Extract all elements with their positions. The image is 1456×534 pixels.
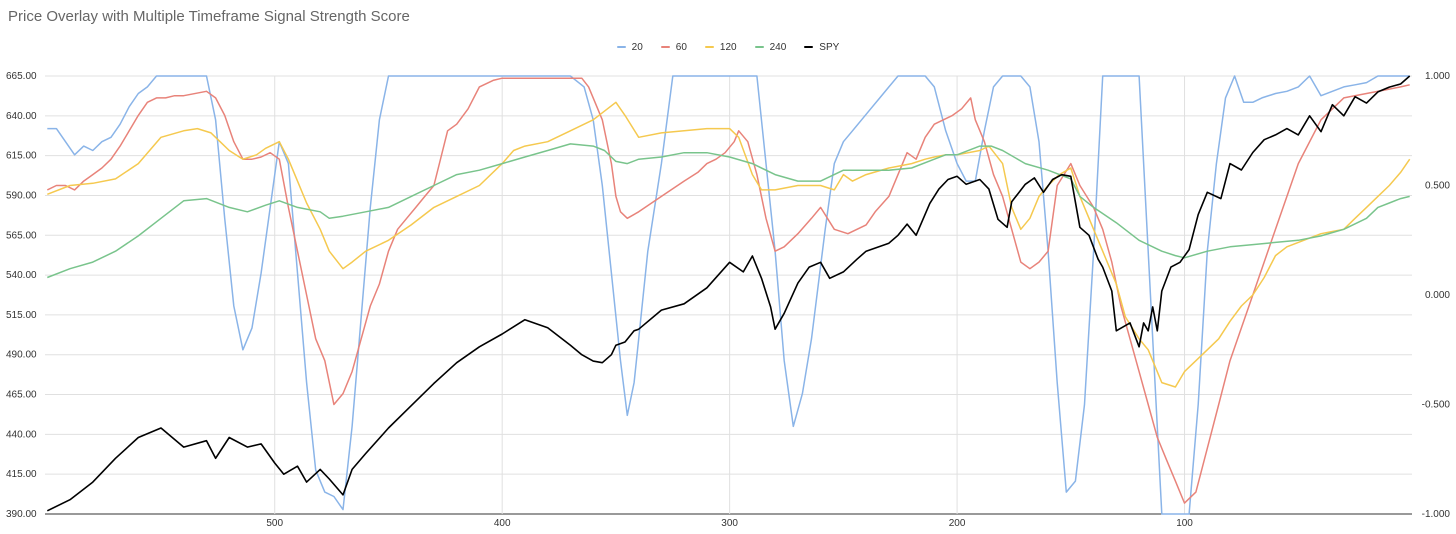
legend-item-60: 60 <box>660 42 687 53</box>
x-tick-label: 100 <box>1176 518 1193 529</box>
y-left-tick-label: 415.00 <box>6 469 37 480</box>
legend-swatch <box>804 46 814 49</box>
legend-label: SPY <box>819 42 840 53</box>
x-tick-label: 200 <box>949 518 966 529</box>
legend-label: 60 <box>675 42 687 53</box>
y-left-tick-label: 540.00 <box>6 270 37 281</box>
y-right-tick-label: -1.000 <box>1422 509 1451 520</box>
series-line-60 <box>46 77 1410 504</box>
y-right-tick-label: 0.500 <box>1425 181 1450 192</box>
legend-swatch <box>616 46 626 49</box>
legend-swatch <box>704 46 714 49</box>
y-right-tick-label: -0.500 <box>1422 400 1451 411</box>
legend-item-120: 120 <box>704 42 737 53</box>
y-left-tick-label: 440.00 <box>6 429 37 440</box>
y-left-tick-label: 640.00 <box>6 111 37 122</box>
y-left-tick-label: 390.00 <box>6 509 37 520</box>
series-line-20 <box>47 75 1410 515</box>
legend-swatch <box>754 46 764 49</box>
y-left-tick-label: 565.00 <box>6 230 37 241</box>
y-left-tick-label: 590.00 <box>6 190 37 201</box>
legend-item-20: 20 <box>616 42 643 53</box>
y-left-tick-label: 490.00 <box>6 350 37 361</box>
series-line-120 <box>47 101 1411 388</box>
y-right-tick-label: 0.000 <box>1425 290 1450 301</box>
series-line-240 <box>47 143 1410 279</box>
x-tick-label: 500 <box>266 518 283 529</box>
series-line-SPY <box>46 75 1411 512</box>
legend-item-240: 240 <box>754 42 787 53</box>
legend-swatch <box>660 46 670 49</box>
legend: 20 60 120 240 SPY <box>0 42 1456 53</box>
y-left-tick-label: 665.00 <box>6 71 37 82</box>
legend-item-SPY: SPY <box>804 42 839 53</box>
y-left-tick-label: 465.00 <box>6 390 37 401</box>
y-right-tick-label: 1.000 <box>1425 71 1450 82</box>
legend-label: 120 <box>719 42 737 53</box>
y-left-tick-label: 615.00 <box>6 151 37 162</box>
y-left-tick-label: 515.00 <box>6 310 37 321</box>
legend-label: 240 <box>769 42 787 53</box>
x-tick-label: 300 <box>721 518 738 529</box>
chart-title: Price Overlay with Multiple Timeframe Si… <box>8 8 410 25</box>
legend-label: 20 <box>631 42 643 53</box>
x-tick-label: 400 <box>494 518 511 529</box>
